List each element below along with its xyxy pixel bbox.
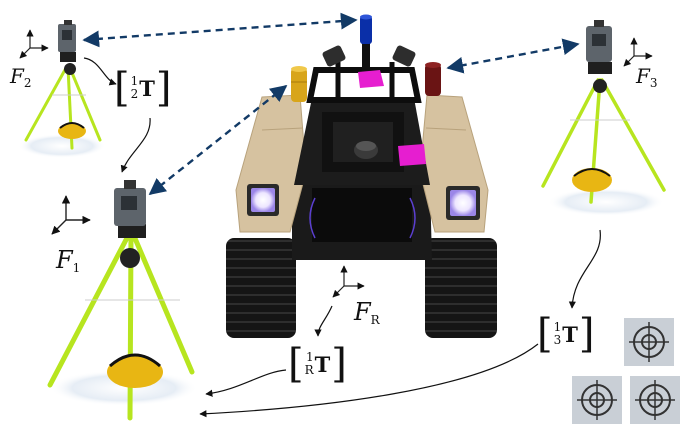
frame-label-fr: FR <box>354 300 380 326</box>
transform-symbol: T <box>139 75 155 101</box>
frame-axes-f1 <box>51 195 91 235</box>
transform-core: 1 3 T <box>553 321 579 347</box>
robot-icon <box>226 14 497 338</box>
sight-line-ts2-robot <box>82 12 358 48</box>
frame-subscript: R <box>370 313 380 327</box>
right-track <box>425 238 497 338</box>
frame-label-f1: F1 <box>56 248 80 274</box>
transform-indices: 1 R <box>305 351 314 377</box>
prism-box-deck <box>398 144 426 166</box>
transform-sup: 1 <box>553 320 562 334</box>
transform-core: 1 2 T <box>130 75 156 101</box>
camera-left <box>322 45 346 67</box>
transform-indices: 1 2 <box>131 75 139 101</box>
transform-indices: 1 3 <box>554 321 562 347</box>
arrow-t31-to-ts1 <box>199 343 539 418</box>
arrow-t21-to-ts1 <box>120 117 151 173</box>
frame-symbol: F <box>10 64 24 88</box>
total-station-icon <box>47 180 198 421</box>
survey-target-icon <box>624 318 674 366</box>
frame-symbol: F <box>636 64 650 88</box>
transform-symbol: T <box>314 351 331 377</box>
transform-core: 1 R T <box>304 351 332 377</box>
survey-target-icon <box>630 376 680 424</box>
sight-line-ts3-robot <box>446 38 580 74</box>
prism-red <box>425 64 441 96</box>
right-bracket: ] <box>578 311 595 357</box>
transform-sub: R <box>304 363 314 377</box>
total-station-icon <box>541 20 666 216</box>
transform-sub: 3 <box>553 333 562 347</box>
frame-symbol: F <box>354 298 371 326</box>
transform-label-tr1: [ 1 R T ] <box>288 344 347 384</box>
sight-line-ts1-robot <box>148 84 288 196</box>
transform-sup: 1 <box>306 350 314 364</box>
prism-blue <box>360 16 372 44</box>
frame-axes-f2 <box>19 29 49 59</box>
frame-subscript: 3 <box>649 76 658 90</box>
frame-label-f2: F2 <box>10 66 32 89</box>
transform-sub: 2 <box>130 87 139 101</box>
frame-axes-f3 <box>623 37 653 67</box>
survey-target-icon <box>572 376 622 424</box>
total-station-icon <box>18 20 106 158</box>
right-bracket: ] <box>155 65 172 111</box>
transform-label-t21: [ 1 2 T ] <box>114 68 172 108</box>
left-bracket: [ <box>537 311 553 357</box>
prism-gold <box>291 68 307 102</box>
arrow-fr-to-tr1 <box>314 305 333 337</box>
left-track <box>226 238 296 338</box>
right-bracket: ] <box>331 341 347 387</box>
frame-subscript: 2 <box>23 76 32 90</box>
frame-subscript: 1 <box>72 261 81 275</box>
frame-label-f3: F3 <box>636 66 658 89</box>
arrow-tr1-to-ts1 <box>205 369 287 397</box>
transform-label-t31: [ 1 3 T ] <box>537 314 595 354</box>
transform-sup: 1 <box>130 74 139 88</box>
left-bracket: [ <box>114 65 130 111</box>
arrow-ts3-to-t31 <box>568 229 601 309</box>
left-bracket: [ <box>288 341 304 387</box>
arrow-ts2-to-t21 <box>83 57 117 86</box>
prism-box-top <box>358 70 384 88</box>
camera-right <box>392 45 416 67</box>
frame-axes-fr <box>332 265 365 298</box>
frame-symbol: F <box>56 246 73 274</box>
transform-symbol: T <box>562 321 578 347</box>
